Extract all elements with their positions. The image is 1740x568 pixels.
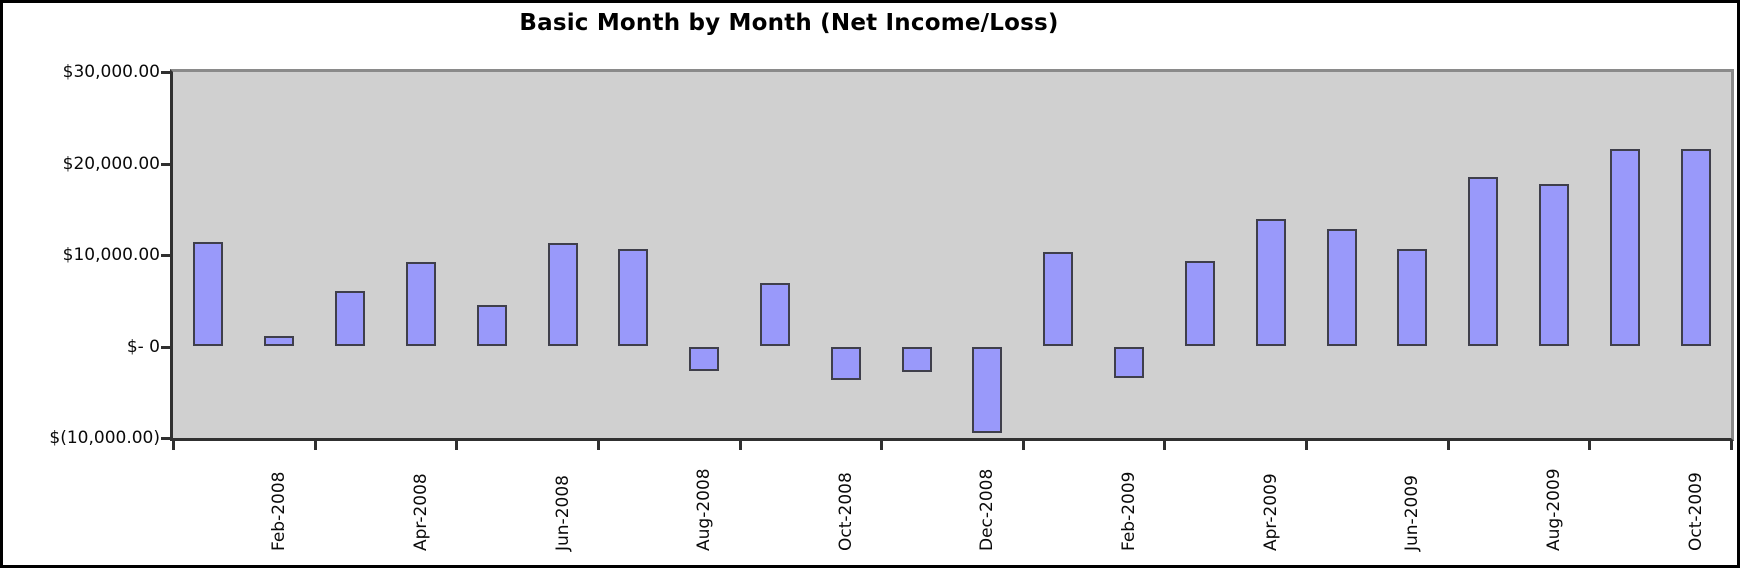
x-tick-mark-9 — [1446, 441, 1450, 450]
x-tick-label-jun-2008: Jun-2008 — [552, 475, 573, 551]
bar-sep-2008 — [759, 283, 790, 347]
bar-jul-2009 — [1468, 177, 1499, 347]
bar-jun-2009 — [1397, 248, 1428, 347]
bar-may-2009 — [1326, 229, 1357, 347]
bar-apr-2008 — [405, 262, 436, 347]
x-tick-mark-4 — [738, 441, 742, 450]
y-tick-mark-2 — [161, 254, 170, 257]
y-tick-label-2: $10,000.00 — [62, 245, 160, 265]
y-tick-label-4: $(10,000.00) — [49, 428, 160, 448]
bar-jun-2008 — [547, 243, 578, 347]
bar-may-2008 — [476, 305, 507, 347]
bar-mar-2008 — [335, 290, 366, 347]
bar-aug-2008 — [689, 346, 720, 372]
bar-jan-2009 — [1043, 252, 1074, 347]
chart-title: Basic Month by Month (Net Income/Loss) — [519, 10, 1059, 36]
x-tick-label-dec-2008: Dec-2008 — [977, 468, 998, 551]
x-tick-mark-8 — [1305, 441, 1309, 450]
y-tick-mark-3 — [161, 345, 170, 349]
y-tick-label-0: $30,000.00 — [62, 62, 160, 82]
x-tick-mark-7 — [1163, 441, 1167, 450]
x-tick-label-oct-2009: Oct-2009 — [1685, 472, 1706, 551]
bar-feb-2008 — [264, 336, 295, 347]
bar-dec-2008 — [972, 346, 1003, 434]
x-tick-label-aug-2009: Aug-2009 — [1543, 468, 1564, 551]
bar-feb-2009 — [1114, 346, 1145, 378]
bar-series — [173, 72, 1731, 438]
bar-nov-2008 — [901, 346, 932, 373]
y-tick-mark-1 — [161, 162, 170, 166]
bar-mar-2009 — [1184, 261, 1215, 347]
x-tick-label-feb-2009: Feb-2009 — [1119, 471, 1140, 552]
x-tick-mark-11 — [1730, 441, 1733, 450]
y-tick-mark-0 — [161, 71, 170, 74]
x-tick-mark-6 — [1021, 441, 1025, 450]
x-tick-label-oct-2008: Oct-2008 — [835, 472, 856, 551]
bar-jul-2008 — [618, 248, 649, 347]
x-tick-label-aug-2008: Aug-2008 — [694, 468, 715, 551]
x-tick-mark-1 — [313, 441, 317, 450]
x-tick-mark-3 — [596, 441, 600, 450]
bar-jan-2008 — [193, 242, 224, 347]
x-tick-label-apr-2008: Apr-2008 — [410, 473, 431, 551]
x-tick-mark-2 — [455, 441, 459, 450]
plot-area — [170, 69, 1734, 441]
y-tick-mark-4 — [161, 437, 170, 440]
y-tick-label-1: $20,000.00 — [62, 153, 160, 174]
bar-sep-2009 — [1609, 148, 1640, 347]
x-tick-label-apr-2009: Apr-2009 — [1260, 473, 1281, 551]
x-tick-label-feb-2008: Feb-2008 — [269, 471, 290, 552]
x-tick-label-jun-2009: Jun-2009 — [1402, 475, 1423, 551]
x-tick-mark-10 — [1588, 441, 1592, 450]
x-tick-mark-5 — [880, 441, 884, 450]
bar-apr-2009 — [1255, 219, 1286, 347]
bar-oct-2009 — [1680, 148, 1711, 347]
y-tick-label-3: $- 0 — [126, 336, 160, 357]
x-tick-mark-0 — [172, 441, 175, 450]
bar-aug-2009 — [1538, 183, 1569, 347]
bar-oct-2008 — [830, 346, 861, 381]
